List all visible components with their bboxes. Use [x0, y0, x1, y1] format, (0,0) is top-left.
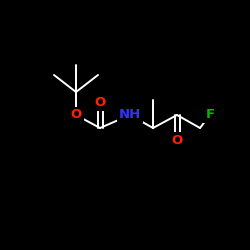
- Text: O: O: [172, 134, 182, 146]
- Text: O: O: [70, 108, 82, 122]
- Text: NH: NH: [119, 108, 141, 122]
- Text: F: F: [206, 108, 214, 122]
- Text: O: O: [94, 96, 106, 110]
